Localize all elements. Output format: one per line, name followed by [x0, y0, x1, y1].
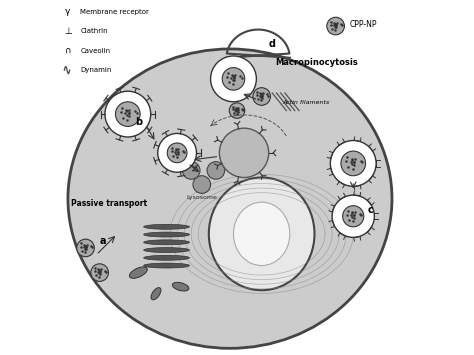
Circle shape [77, 239, 94, 257]
Circle shape [341, 151, 365, 176]
Text: a: a [100, 236, 106, 246]
Text: Lysosome: Lysosome [186, 195, 217, 200]
Circle shape [229, 103, 245, 118]
Circle shape [207, 162, 225, 179]
Text: Membrane receptor: Membrane receptor [80, 9, 149, 15]
Text: Clathrin: Clathrin [80, 28, 108, 34]
Circle shape [158, 133, 197, 172]
Circle shape [182, 162, 200, 179]
Circle shape [332, 195, 374, 237]
Ellipse shape [144, 255, 190, 260]
Circle shape [167, 143, 187, 163]
Text: Macropinocytosis: Macropinocytosis [276, 58, 358, 67]
Circle shape [105, 91, 151, 137]
Ellipse shape [144, 232, 190, 237]
Ellipse shape [144, 224, 190, 229]
Ellipse shape [234, 202, 290, 266]
Circle shape [327, 17, 345, 35]
Circle shape [330, 141, 376, 186]
Text: ⊥: ⊥ [64, 27, 73, 36]
Text: ∩: ∩ [64, 46, 71, 55]
Text: c: c [368, 205, 374, 215]
Ellipse shape [144, 247, 190, 252]
Circle shape [219, 128, 269, 178]
Circle shape [222, 67, 245, 90]
Text: b: b [135, 117, 142, 127]
Text: γ: γ [64, 7, 70, 16]
Text: CPP-NP: CPP-NP [350, 20, 377, 29]
Circle shape [253, 88, 271, 105]
Text: Caveolin: Caveolin [80, 48, 110, 54]
Circle shape [116, 102, 140, 126]
Ellipse shape [173, 282, 189, 291]
Ellipse shape [151, 288, 161, 300]
Circle shape [193, 176, 210, 193]
Ellipse shape [144, 240, 190, 245]
Text: Actin filaments: Actin filaments [283, 99, 330, 104]
Text: d: d [269, 39, 276, 49]
Circle shape [91, 264, 109, 282]
Circle shape [343, 206, 364, 227]
Text: Dynamin: Dynamin [80, 67, 112, 73]
Ellipse shape [209, 178, 314, 290]
Ellipse shape [68, 49, 392, 348]
Circle shape [210, 56, 256, 102]
Ellipse shape [129, 267, 147, 278]
Ellipse shape [144, 263, 190, 268]
Text: Passive transport: Passive transport [72, 199, 147, 208]
